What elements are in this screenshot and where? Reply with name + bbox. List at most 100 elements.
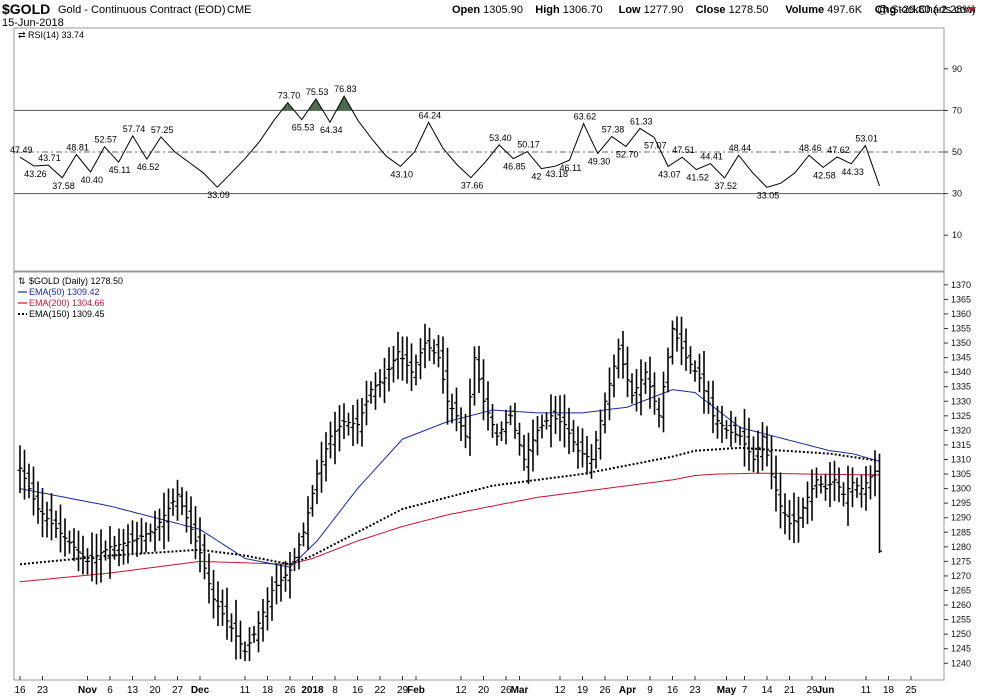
price-tick-label: 1320 [951,425,971,435]
price-tick-label: 1310 [951,454,971,464]
rsi-y-axis: 10 30 50 70 90 [944,64,962,240]
stat-chg: Chg -29.80 (-2.28%) [875,4,976,16]
rsi-annotation: 57.07 [644,140,667,150]
rsi-annotation: 57.38 [602,125,625,135]
rsi-annotation: 33.05 [757,190,780,200]
price-tick-label: 1300 [951,484,971,494]
legend-entry: EMA(50) 1309.42 [29,287,100,297]
stat-low: Low 1277.90 [619,4,684,16]
rsi-annotation: 43.07 [658,169,681,179]
date-tick-label: 12 [554,685,566,696]
description-label: Gold - Continuous Contract (EOD) [58,4,226,16]
price-tick-label: 1265 [951,585,971,595]
price-tick-label: 1290 [951,513,971,523]
rsi-panel-frame [13,27,945,272]
price-tick-label: 1250 [951,629,971,639]
stat-close: Close 1278.50 [696,4,769,16]
legend-entry: $GOLD (Daily) 1278.50 [29,276,123,286]
ohlc-stats: Open 1305.90 High 1306.70 Low 1277.90 Close… [452,4,976,16]
stat-high: High 1306.70 [535,4,602,16]
price-panel-frame [13,271,945,681]
stat-volume: Volume 497.6K [785,4,863,16]
price-tick-label: 1260 [951,600,971,610]
date-tick-label: 29 [397,685,409,696]
rsi-annotation: 63.62 [574,112,597,122]
dropdown-caret-icon[interactable] [968,7,976,12]
price-tick-label: 1360 [951,309,971,319]
rsi-annotation: 47.49 [10,145,33,155]
rsi-annotation: 46.85 [503,162,526,172]
rsi-annotation: 43.10 [390,169,413,179]
rsi-tick-label: 50 [952,147,962,157]
price-tick-label: 1305 [951,469,971,479]
rsi-annotation: 43.71 [38,153,61,163]
rsi-annotation: 33.09 [207,190,230,200]
price-tick-label: 1285 [951,527,971,537]
price-tick-label: 1255 [951,615,971,625]
rsi-line [19,95,880,188]
rsi-tick-label: 10 [952,230,962,240]
rsi-annotation: 65.53 [292,123,315,133]
price-tick-label: 1325 [951,411,971,421]
rsi-annotation: 47.62 [827,145,850,155]
date-tick-label: 25 [905,685,917,696]
date-tick-label: Jun [817,685,835,696]
rsi-tick-label: 90 [952,64,962,74]
rsi-icon: ⇄ [18,30,26,40]
date-tick-label: Feb [407,685,425,696]
rsi-annotation: 75.53 [306,87,329,97]
date-label: 15-Jun-2018 [2,17,64,29]
date-tick-label: 18 [883,685,895,696]
rsi-annotation: 50.17 [517,140,540,150]
price-tick-label: 1315 [951,440,971,450]
rsi-annotation: 46.52 [137,162,160,172]
price-tick-label: 1340 [951,367,971,377]
date-tick-label: 16 [667,685,679,696]
rsi-annotation: 52.70 [616,149,639,159]
rsi-annotation: 40.40 [80,175,103,185]
rsi-legend: ⇄ RSI(14) 33.74 [18,30,84,40]
date-tick-label: 11 [861,685,872,696]
price-tick-label: 1295 [951,498,971,508]
legend-entry: EMA(200) 1304.66 [29,298,105,308]
rsi-annotation: 47.51 [672,145,695,155]
rsi-reference-lines [14,109,944,195]
chart-header: $GOLD Gold - Continuous Contract (EOD) C… [2,1,976,29]
date-tick-label: 22 [374,685,386,696]
rsi-annotation: 37.66 [461,181,484,191]
rsi-annotation: 46.11 [560,163,582,173]
rsi-annotation: 42.58 [813,170,836,180]
rsi-annotation: 64.34 [320,125,343,135]
ohlc-bars [17,316,882,662]
price-panel: 1240 1245 1250 1255 1260 1265 1270 1275 1280 1285… [13,271,971,696]
date-tick-label: 20 [149,685,161,696]
price-tick-label: 1345 [951,353,971,363]
date-tick-label: Nov [78,685,97,696]
rsi-annotation: 37.52 [715,181,738,191]
date-tick-label: 23 [37,685,49,696]
date-tick-label: Dec [191,685,210,696]
rsi-annotation: 48.46 [799,143,822,153]
watermark-label: @ StockCharts.com [877,4,975,16]
date-tick-label: 9 [647,685,653,696]
date-tick-label: 26 [599,685,611,696]
rsi-tick-label: 70 [952,105,962,115]
date-tick-label: 2018 [301,685,324,696]
legend-entry: EMA(150) 1309.45 [29,309,105,319]
date-tick-label: Apr [619,685,636,696]
date-tick-label: 11 [240,685,251,696]
date-tick-label: 14 [761,685,773,696]
rsi-annotation: 42 [531,172,541,182]
rsi-value-annotations: 47.49 43.26 43.71 37.58 48.81 40.40 52.57 45.11… [10,84,878,200]
rsi-annotation: 43.26 [24,169,47,179]
rsi-annotation: 49.30 [588,156,611,166]
date-tick-label: 6 [107,685,113,696]
rsi-annotation: 61.33 [630,116,653,126]
rsi-annotation: 53.40 [489,133,512,143]
date-tick-label: 23 [689,685,701,696]
stat-open: Open 1305.90 [452,4,523,16]
rsi-tick-label: 30 [952,189,962,199]
date-tick-label: 29 [806,685,818,696]
